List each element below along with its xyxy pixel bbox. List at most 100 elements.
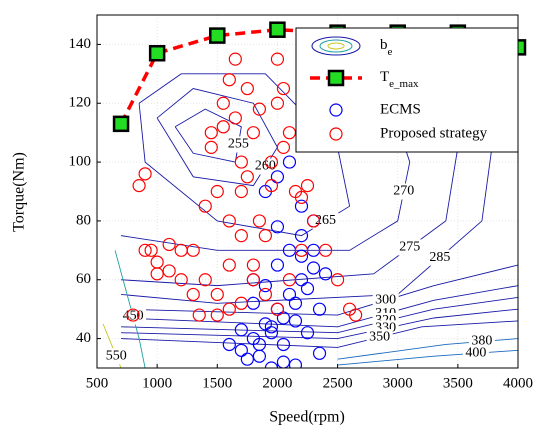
legend-label: be [380,37,393,57]
scatter-point [270,258,285,272]
scatter-point [138,243,152,257]
scatter-point [252,102,266,116]
x-axis-label: Speed(rpm) [269,409,345,426]
scatter-point [252,214,266,228]
x-tick-label: 4000 [503,375,533,391]
scatter-point [294,190,309,204]
max-torque-marker [112,115,130,133]
scatter-point [228,111,242,125]
scatter-point [144,243,158,257]
legend-marker [329,103,343,117]
max-torque-marker [209,27,226,44]
x-tick-label: 500 [86,375,109,391]
scatter-point [312,302,327,316]
x-tick-label: 2000 [262,375,292,391]
x-tick-label: 2500 [323,375,353,391]
scatter-point [162,237,176,252]
scatter-point [288,314,303,328]
scatter-point [222,302,236,316]
scatter-point [276,81,291,96]
scatter-point [330,273,345,287]
scatter-point [162,264,176,278]
contour-label-bg [225,136,252,153]
scatter-point [300,326,315,340]
scatter-point [246,273,260,287]
scatter-point [174,273,188,287]
scatter-series [126,52,363,322]
scatter-point [138,167,152,181]
scatter-point [234,184,248,199]
legend-contour-ring [319,39,353,53]
scatter-point [234,155,248,169]
scatter-point [264,361,279,368]
legend-marker [329,127,343,141]
scatter-point [306,261,321,275]
scatter-point [312,346,327,360]
scatter-point [294,249,309,263]
scatter-point [210,184,224,199]
contour-label-bg [312,212,339,229]
x-tick-label: 1500 [202,375,232,391]
scatter-point [234,343,248,357]
y-tick-label: 60 [76,271,91,287]
contour-label: 265 [315,213,336,228]
scatter-point [276,355,291,368]
scatter-point [270,52,285,66]
scatter-point [264,155,279,169]
scatter-point [270,96,285,110]
contour-label: 255 [228,137,249,152]
scatter-point [222,258,236,272]
scatter-point [132,179,146,193]
scatter-point [288,358,303,368]
contour-label: 275 [399,240,420,255]
contours: 2552602652702752853003103203303503804004… [102,29,518,368]
axes-box [96,14,519,369]
legend-label: Te_max [380,69,419,89]
scatter-point [318,243,333,257]
contour-label-bg [372,292,399,309]
contour-label-bg [396,239,423,256]
legend-label: Proposed strategy [380,125,488,141]
legend-marker [327,69,345,87]
scatter-point [240,352,254,366]
scatter-point [349,308,363,322]
scatter-point [282,155,297,169]
scatter-point [210,287,224,302]
scatter-point [282,126,297,140]
scatter-point [234,323,248,337]
scatter-point [222,73,236,87]
scatter-point [294,229,309,243]
scatter-point [264,320,279,334]
contour-label-bg [462,345,489,362]
contour-label: 350 [369,329,390,344]
y-tick-label: 120 [69,95,92,111]
scatter-point [300,281,315,296]
contour-label: 260 [255,159,276,174]
y-axis-label: Torque(Nm) [11,152,28,232]
x-tick-label: 3000 [383,375,413,391]
scatter-point [258,279,272,293]
scatter-point [276,337,291,352]
contour-line [138,73,351,237]
scatter-point [240,170,254,184]
scatter-point [186,287,200,302]
contour-label: 270 [393,184,414,199]
scatter-point [198,273,212,287]
scatter-point [240,81,254,96]
scatter-point [150,255,164,269]
scatter-point [270,220,285,234]
scatter-point [258,317,272,331]
contour-label: 550 [106,348,127,363]
y-tick-label: 100 [69,154,92,170]
contour-label-bg [366,329,393,346]
y-tick-label: 80 [76,212,91,228]
max-torque-marker [269,21,286,38]
contour-label: 300 [375,293,396,308]
legend-contour-ring [327,42,345,50]
scatter-point [234,229,248,243]
scatter-point [234,296,248,310]
scatter-point [210,308,224,322]
scatter-point [264,179,279,193]
contour-line [337,349,518,366]
scatter-point [270,170,285,184]
